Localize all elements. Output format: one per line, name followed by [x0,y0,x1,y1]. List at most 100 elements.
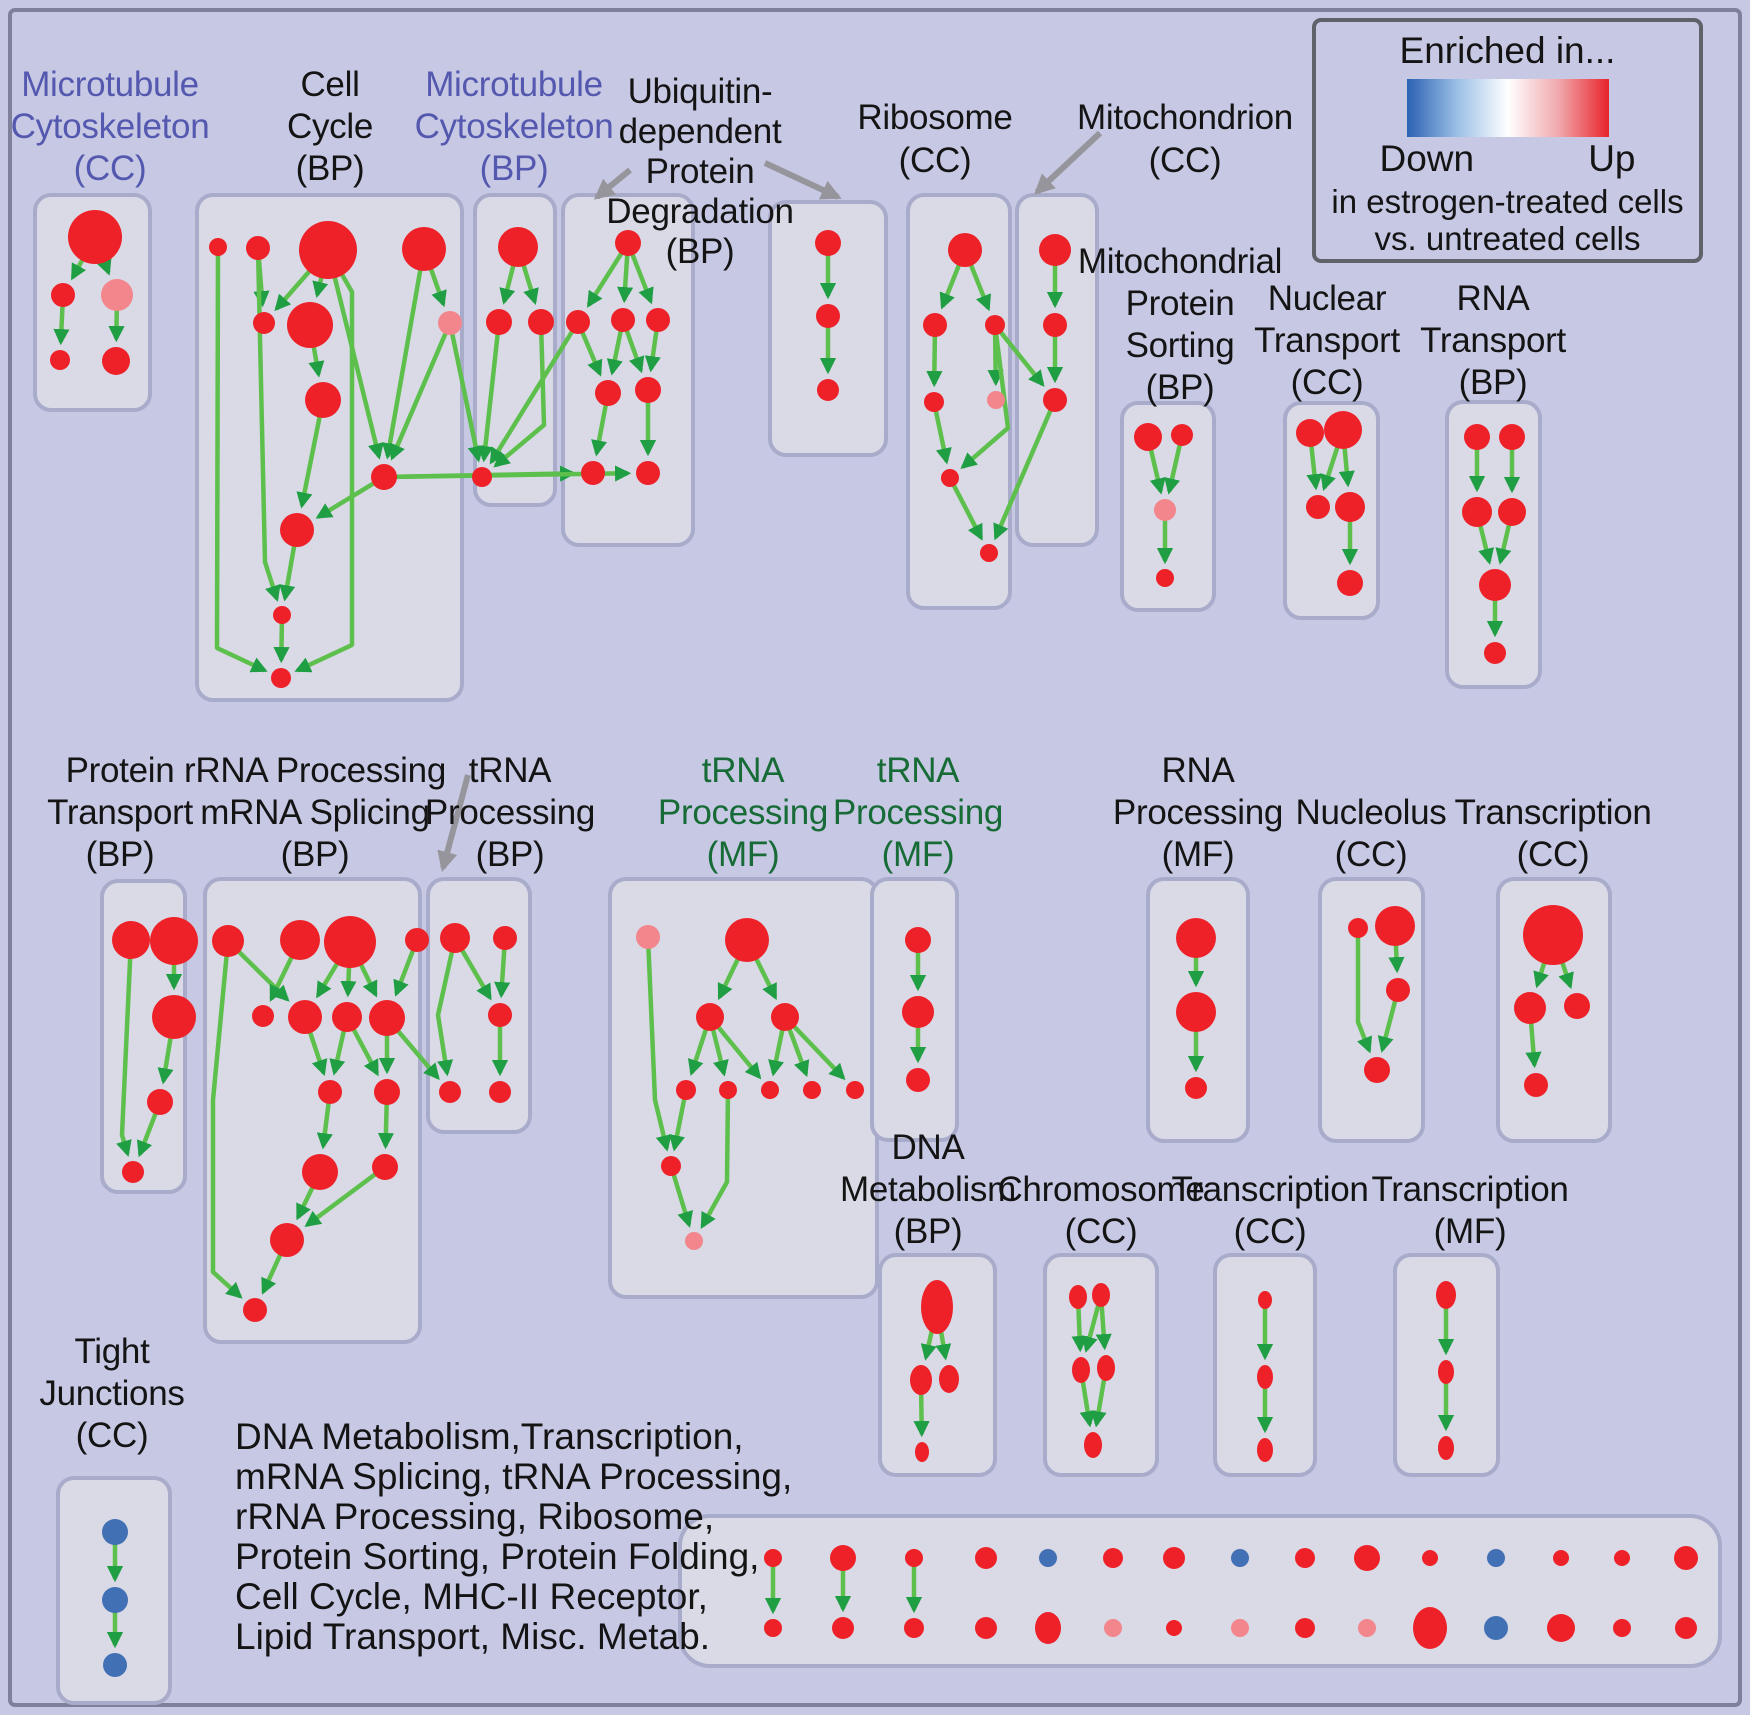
go-term-node-misc-overview-7 [1231,1549,1249,1567]
go-term-node-misc-overview-24 [1358,1619,1376,1637]
go-term-node-rna-processing-mf-1 [1176,992,1216,1032]
group-box-rna-transport [1445,400,1542,689]
go-term-node-cell-cycle-0 [209,238,227,256]
label-trna-processing-mf-2-line-1: tRNA [876,751,960,790]
go-term-node-misc-overview-15 [764,1619,782,1637]
label-protein-transport-bp-line-2: Transport [47,793,193,832]
go-term-node-transcription-cc-mid-3 [1524,1073,1548,1097]
go-term-node-microtubule-cc-3 [50,350,70,370]
go-term-node-ubiquitin-2-2 [817,379,839,401]
go-term-node-transcription-mf-1 [1438,1360,1454,1384]
go-term-node-ubiquitin-1-6 [581,461,605,485]
edge-nucleolus-2 [1355,928,1373,1054]
go-term-node-microtubule-cc-1 [51,283,75,307]
label-trna-processing-bp-line-3: (BP) [475,835,545,874]
label-ribosome-cc-line-1: Ribosome [857,98,1013,137]
label-pointer-arrow-4 [437,774,471,872]
go-term-node-dna-metabolism-1 [910,1365,932,1395]
go-term-node-cell-cycle-10 [273,606,291,624]
go-term-node-transcription-cc-mid-0 [1523,905,1583,965]
go-term-node-mitochondrion-2 [1043,388,1067,412]
label-cell-cycle-bp-line-1: Cell [300,65,360,104]
go-term-node-nuclear-transport-4 [1337,570,1363,596]
go-term-node-trna-bp-1 [493,926,517,950]
go-term-node-ribosome-5 [941,469,959,487]
label-rna-processing-mf-line-1: RNA [1161,751,1235,790]
go-term-node-nucleolus-3 [1364,1057,1390,1083]
go-term-node-trna-bp-4 [489,1081,511,1103]
go-term-node-transcription-mf-0 [1436,1281,1456,1309]
label-mitochondrial-protein-sorting-bp-line-2: Protein [1125,284,1235,323]
label-rna-transport-bp-line-3: (BP) [1458,363,1528,402]
go-term-node-misc-overview-2 [905,1549,923,1567]
go-term-node-nucleolus-2 [1386,978,1410,1002]
label-rna-processing-mf-line-3: (MF) [1161,835,1235,874]
go-term-node-trna-mf-1-9 [661,1156,681,1176]
go-term-node-trna-mf-1-6 [761,1081,779,1099]
label-microtubule-cytoskeleton-bp-line-3: (BP) [479,149,549,188]
go-term-node-ubiquitin-2-0 [815,230,841,256]
group-box-microtubule-bp [473,193,557,507]
caption-line-2: mRNA Splicing, tRNA Processing, [235,1456,793,1497]
go-term-node-misc-overview-10 [1422,1550,1438,1566]
go-term-node-trna-mf-1-3 [771,1003,799,1031]
label-mitochondrial-protein-sorting-bp-line-1: Mitochondrial [1077,242,1283,281]
go-term-node-rrna-mrna-7 [369,1000,405,1036]
go-term-node-misc-overview-17 [904,1618,924,1638]
go-term-node-misc-overview-25 [1413,1607,1447,1649]
label-mitochondrion-cc-line-1: Mitochondrion [1077,98,1293,137]
label-trna-processing-mf-2-line-2: Processing [832,793,1004,832]
go-term-node-misc-overview-21 [1166,1620,1182,1636]
go-term-node-misc-overview-5 [1103,1548,1123,1568]
go-term-node-mito-protein-sorting-0 [1134,423,1162,451]
label-ubiquitin-degradation-bp-line-4: Degradation [606,192,794,231]
edge-rrna-mrna-15 [210,940,243,1299]
go-term-node-nuclear-transport-2 [1306,495,1330,519]
label-mitochondrial-protein-sorting-bp-line-3: Sorting [1125,326,1235,365]
go-term-node-cell-cycle-3 [402,227,446,271]
legend-up-label: Up [1588,138,1636,179]
go-term-node-rrna-mrna-6 [332,1002,362,1032]
label-microtubule-cytoskeleton-cc-line-1: Microtubule [21,65,199,104]
go-term-node-tight-junctions-0 [102,1519,128,1545]
go-term-node-mito-protein-sorting-3 [1156,569,1174,587]
go-term-node-misc-overview-14 [1674,1546,1698,1570]
label-transcription-cc-mid-line-2: (CC) [1516,835,1590,874]
go-term-node-rna-transport-5 [1484,642,1506,664]
go-term-node-transcription-cc-bottom-1 [1257,1365,1273,1389]
go-term-node-rrna-mrna-10 [302,1154,338,1190]
label-rna-transport-bp-line-2: Transport [1420,321,1566,360]
label-nuclear-transport-cc-line-1: Nuclear [1267,279,1387,318]
go-term-node-chromosome-1 [1092,1283,1110,1307]
go-term-node-microtubule-bp-0 [498,227,538,267]
go-term-node-misc-overview-12 [1553,1550,1569,1566]
go-term-node-microtubule-bp-1 [486,309,512,335]
label-tight-junctions-cc-line-1: Tight [74,1332,150,1371]
go-term-node-ribosome-0 [948,233,982,267]
go-term-node-misc-overview-13 [1614,1550,1630,1566]
go-term-node-trna-mf-2-2 [906,1068,930,1092]
go-term-node-rrna-mrna-8 [318,1080,342,1104]
go-term-node-misc-overview-22 [1231,1619,1249,1637]
label-cell-cycle-bp-line-2: Cycle [286,107,374,146]
go-term-node-misc-overview-6 [1163,1547,1185,1569]
go-term-node-misc-overview-23 [1295,1618,1315,1638]
go-term-node-cell-cycle-7 [305,382,341,418]
legend-gradient-bar [1406,79,1609,137]
edge-ribosome-5 [931,401,952,465]
go-term-node-nuclear-transport-3 [1335,492,1365,522]
label-tight-junctions-cc-line-3: (CC) [75,1416,149,1455]
go-term-node-misc-overview-1 [830,1545,856,1571]
edge-trna-mf-1-11 [700,1089,731,1229]
go-term-node-ubiquitin-1-7 [636,461,660,485]
label-mitochondrion-cc-line-2: (CC) [1148,141,1222,180]
label-nuclear-transport-cc-line-3: (CC) [1290,363,1364,402]
edge-trna-bp-3 [435,937,458,1077]
edge-cell-cycle-5 [389,322,453,461]
go-term-node-rrna-mrna-13 [243,1298,267,1322]
go-term-node-cell-cycle-1 [246,236,270,260]
label-chromosome-cc-line-1: Chromosome [997,1170,1205,1209]
go-term-node-chromosome-4 [1084,1432,1102,1458]
label-trna-processing-bp-line-2: Processing [424,793,596,832]
label-dna-metabolism-bp-line-3: (BP) [893,1212,963,1251]
